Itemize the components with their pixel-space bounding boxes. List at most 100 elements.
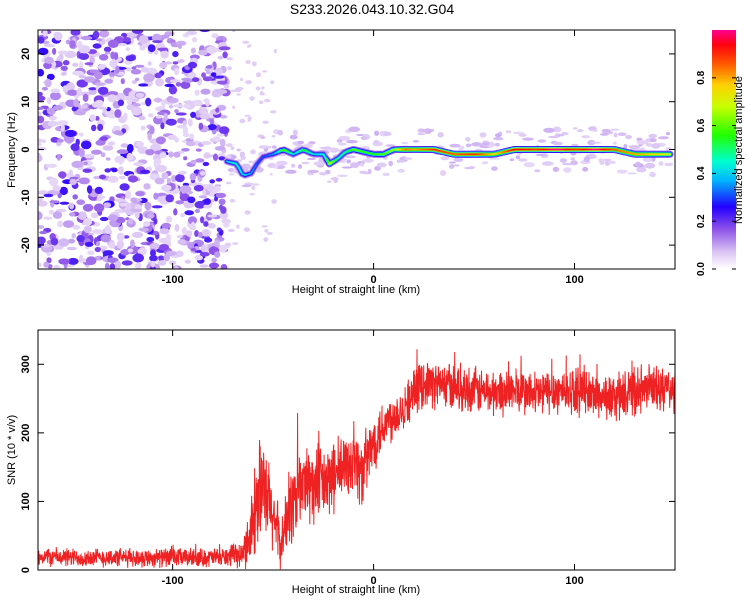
spectrogram-noise-blob [218, 244, 228, 253]
spectrogram-noise-blob [243, 227, 251, 233]
spectrogram-noise-blob [149, 125, 155, 135]
spectrogram-noise-blob [92, 43, 102, 49]
spectrogram-ridge-halo [577, 129, 584, 133]
spectrogram-noise-blob [69, 212, 76, 217]
spectrogram-noise-blob [206, 46, 217, 54]
snr-ytick-label: 300 [20, 355, 32, 373]
spectrogram-ridge-halo [612, 141, 617, 145]
spectrogram-noise-blob [151, 205, 163, 209]
spectrogram-noise-blob [173, 151, 181, 158]
spectrogram-noise-blob [192, 36, 197, 43]
spectrogram-noise-blob [173, 266, 179, 269]
spectrogram-noise-blob [176, 124, 188, 129]
spectrogram-noise-blob [45, 163, 58, 168]
spectrogram-ridge-halo [326, 180, 332, 184]
snr-panel: -100 0 100 0 100 200 300 Height of straight li… [6, 329, 676, 596]
spectrogram-noise-blob [38, 225, 45, 229]
spectrogram-noise-blob [87, 250, 95, 256]
spectrogram-noise-blob [93, 175, 101, 180]
spectrogram-noise-blob [184, 259, 191, 264]
spectrogram-ridge-halo [515, 155, 521, 160]
spectrogram-noise-blob [89, 114, 97, 122]
spectrogram-ridge-halo [225, 154, 232, 159]
snr-ytick-label: 200 [20, 424, 32, 442]
snr-xtick-label: -100 [162, 575, 184, 587]
spectrogram-noise-blob [78, 148, 85, 158]
spectrogram-noise-blob [236, 93, 241, 96]
spectrogram-noise-blob [50, 91, 61, 101]
spectrogram-noise-blob [78, 132, 84, 137]
spectrogram-noise-blob [181, 226, 188, 236]
spectrogram-noise-blob [116, 149, 129, 155]
colorbar-tick-label: 0.8 [696, 70, 707, 84]
spectrogram-ridge-halo [239, 151, 245, 158]
spectrogram-noise-blob [49, 177, 59, 187]
spectrogram-noise-blob [66, 83, 74, 89]
spectrogram-noise-blob [125, 55, 136, 62]
spectrogram-noise-blob [123, 112, 128, 121]
spectrogram-noise-blob [165, 216, 173, 223]
spectrogram-noise-blob [152, 40, 163, 44]
spectrogram-ridge-halo [494, 133, 502, 138]
spectrogram-noise-blob [86, 185, 93, 194]
spectrogram-ridge-halo [344, 155, 357, 159]
spectrogram-noise-blob [70, 30, 81, 36]
spectrogram-ridge-halo [552, 141, 563, 146]
spectrogram-ridge-segment [237, 166, 243, 175]
spectrogram-noise-blob [95, 99, 104, 107]
spectrogram-noise-blob [203, 204, 212, 209]
spectrogram-noise-blob [153, 192, 159, 200]
spectrogram-noise-blob [159, 61, 168, 69]
spectrogram-noise-blob [245, 80, 253, 85]
spectrogram-noise-blob [108, 72, 116, 77]
spectrogram-ridge-halo [449, 143, 461, 148]
spectrogram-ridge-halo [397, 168, 406, 173]
spectrogram-noise-blob [107, 39, 119, 48]
spectrogram-noise-blob [76, 199, 86, 205]
spectrogram-noise-blob [114, 155, 125, 164]
spectrogram-noise-blob [194, 200, 206, 209]
spectrogram-noise-blob [82, 93, 89, 102]
figure-title: S233.2026.043.10.32.G04 [290, 1, 454, 17]
spectrogram-ridge [223, 126, 674, 188]
spectrogram-noise-blob [175, 200, 185, 205]
spectrogram-ridge-halo [513, 131, 524, 135]
spectrogram-ridge-segment [325, 158, 331, 165]
colorbar-tick-label: 0.4 [696, 166, 707, 180]
spectrogram-noise-blob [57, 50, 69, 55]
spectrogram-noise-blob [222, 51, 228, 59]
spectrogram-ridge-halo [649, 171, 656, 178]
spectrogram-noise-blob [44, 44, 55, 48]
spectrogram-noise-blob [177, 59, 185, 63]
spectrogram-noise-blob [190, 47, 196, 54]
spectrogram-ridge-halo [493, 137, 504, 141]
spectrogram-noise-blob [189, 173, 197, 181]
spectrogram-noise-blob [107, 141, 116, 146]
spectrogram-noise-blob [199, 113, 210, 120]
spectrogram-noise-blob [227, 228, 235, 233]
spectrogram-noise-blob [140, 169, 151, 174]
spectrogram-noise-blob [163, 254, 170, 262]
colorbar-label: Normalized spectral amplitude [733, 76, 745, 224]
spectrogram-ridge-halo [440, 156, 450, 161]
colorbar-tick-label: 0.2 [696, 214, 707, 228]
spectrogram-ridge-halo [388, 160, 394, 167]
spectrogram-noise-blob [42, 30, 48, 37]
spectrogram-noise-blob [158, 244, 170, 251]
spectrogram-noise-blob [139, 45, 146, 51]
spectrogram-ridge-halo [291, 163, 296, 168]
spectrogram-noise-blob [94, 246, 102, 253]
spectrogram-noise-blob [143, 73, 155, 82]
spectrogram-noise-blob [53, 105, 63, 111]
spectrogram-noise-blob [59, 201, 70, 205]
spectrogram-noise-blob [175, 174, 185, 183]
spectrogram-noise-blob [146, 236, 155, 243]
spectrogram-noise-blob [126, 143, 134, 153]
spectrogram-noise-blob [200, 244, 206, 253]
spectrogram-noise-blob [214, 251, 221, 258]
spectrogram-noise-blob [154, 177, 165, 185]
spectrogram-noise-blob [60, 72, 67, 76]
spectrogram-noise-blob [190, 159, 197, 165]
spectrogram-noise-blob [194, 89, 200, 96]
